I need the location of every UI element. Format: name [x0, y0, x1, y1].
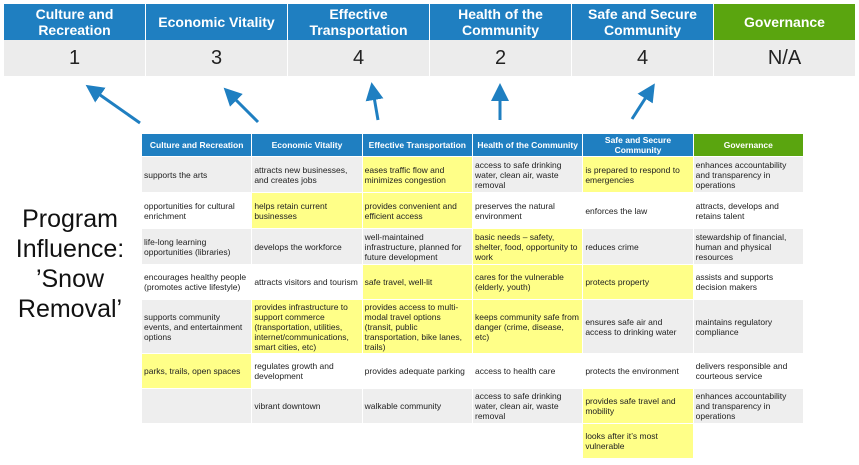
- table-cell: [251, 423, 363, 459]
- table-cell: opportunities for cultural enrichment: [140, 192, 253, 229]
- summary-value: 1: [4, 40, 146, 76]
- table-cell: maintains regulatory compliance: [692, 299, 805, 354]
- arrow-icon: [630, 83, 655, 120]
- table-cell: access to health care: [471, 353, 584, 389]
- table-cell: access to safe drinking water, clean air…: [471, 156, 584, 193]
- summary-scores: Culture and Recreation Economic Vitality…: [4, 4, 856, 76]
- table-cell: is prepared to respond to emergencies: [582, 156, 694, 193]
- table-row: parks, trails, open spaces regulates grow…: [140, 353, 805, 389]
- table-cell: life-long learning opportunities (librar…: [140, 228, 253, 265]
- table-cell: attracts, develops and retains talent: [692, 192, 805, 229]
- column-header: Economic Vitality: [251, 133, 363, 157]
- table-cell: enhances accountability and transparency…: [692, 156, 805, 193]
- arrow-icon: [223, 87, 260, 124]
- table-cell: parks, trails, open spaces: [140, 353, 253, 389]
- table-cell: attracts visitors and tourism: [251, 264, 363, 300]
- table-row: opportunities for cultural enrichment hel…: [140, 192, 805, 229]
- table-cell: assists and supports decision makers: [692, 264, 805, 300]
- table-row: encourages healthy people (promotes acti…: [140, 264, 805, 300]
- table-cell: well-maintained infrastructure, planned …: [361, 228, 473, 265]
- table-cell: provides convenient and efficient access: [361, 192, 473, 229]
- table-cell: supports the arts: [140, 156, 253, 193]
- column-header: Safe and Secure Community: [582, 133, 694, 157]
- table-cell: [692, 423, 805, 459]
- table-cell: [361, 423, 473, 459]
- summary-value: N/A: [714, 40, 856, 76]
- arrow-icon: [85, 84, 141, 125]
- table-cell: keeps community safe from danger (crime,…: [471, 299, 584, 354]
- program-title: Program Influence: ’Snow Removal’: [15, 205, 125, 323]
- table-cell: helps retain current businesses: [251, 192, 363, 229]
- table-cell: cares for the vulnerable (elderly, youth…: [471, 264, 584, 300]
- table-cell: regulates growth and development: [251, 353, 363, 389]
- table-cell: enforces the law: [582, 192, 694, 229]
- table-cell: provides safe travel and mobility: [582, 388, 694, 424]
- table-cell: preserves the natural environment: [471, 192, 584, 229]
- table-cell: walkable community: [361, 388, 473, 424]
- table-cell: access to safe drinking water, clean air…: [471, 388, 584, 424]
- table-cell: enhances accountability and transparency…: [692, 388, 805, 424]
- column-header: Governance: [692, 133, 805, 157]
- table-cell: protects the environment: [582, 353, 694, 389]
- column-header: Culture and Recreation: [140, 133, 253, 157]
- table-row: life-long learning opportunities (librar…: [140, 228, 805, 265]
- arrow-icon: [365, 82, 384, 121]
- table-row: looks after it’s most vulnerable: [140, 423, 805, 459]
- summary-header: Health of the Community: [430, 4, 572, 40]
- table-cell: [471, 423, 584, 459]
- table-row: supports the arts attracts new businesses…: [140, 156, 805, 193]
- goals-table: Culture and Recreation Economic Vitality…: [140, 133, 805, 459]
- summary-value: 3: [146, 40, 288, 76]
- table-row: supports community events, and entertain…: [140, 299, 805, 354]
- table-cell: looks after it’s most vulnerable: [582, 423, 694, 459]
- summary-header: Governance: [714, 4, 856, 40]
- table-cell: ensures safe air and access to drinking …: [582, 299, 694, 354]
- summary-value: 4: [288, 40, 430, 76]
- summary-header: Safe and Secure Community: [572, 4, 714, 40]
- table-cell: develops the workforce: [251, 228, 363, 265]
- column-header: Health of the Community: [471, 133, 584, 157]
- table-cell: provides adequate parking: [361, 353, 473, 389]
- table-row: vibrant downtown walkable community access…: [140, 388, 805, 424]
- table-cell: safe travel, well-lit: [361, 264, 473, 300]
- summary-header: Culture and Recreation: [4, 4, 146, 40]
- table-cell: attracts new businesses, and creates job…: [251, 156, 363, 193]
- table-cell: basic needs – safety, shelter, food, opp…: [471, 228, 584, 265]
- table-cell: encourages healthy people (promotes acti…: [140, 264, 253, 300]
- table-cell: supports community events, and entertain…: [140, 299, 253, 354]
- table-cell: eases traffic flow and minimizes congest…: [361, 156, 473, 193]
- table-cell: protects property: [582, 264, 694, 300]
- summary-value: 2: [430, 40, 572, 76]
- table-cell: vibrant downtown: [251, 388, 363, 424]
- table-cell: reduces crime: [582, 228, 694, 265]
- summary-value: 4: [572, 40, 714, 76]
- table-cell: provides access to multi-modal travel op…: [361, 299, 473, 354]
- table-cell: [140, 388, 253, 424]
- table-cell: stewardship of financial, human and phys…: [692, 228, 805, 265]
- table-cell: provides infrastructure to support comme…: [251, 299, 363, 354]
- table-cell: [140, 423, 253, 459]
- summary-header: Economic Vitality: [146, 4, 288, 40]
- table-cell: delivers responsible and courteous servi…: [692, 353, 805, 389]
- arrows: [85, 82, 655, 125]
- summary-header: Effective Transportation: [288, 4, 430, 40]
- column-header: Effective Transportation: [361, 133, 473, 157]
